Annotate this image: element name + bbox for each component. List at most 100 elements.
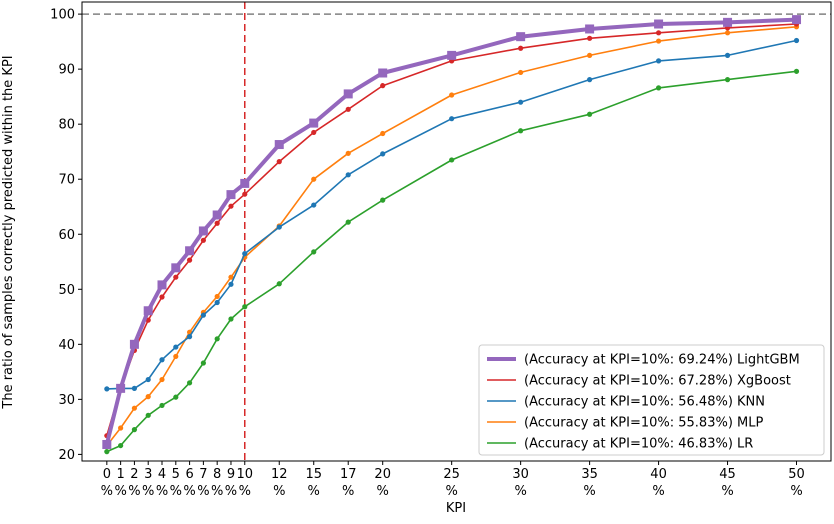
data-point-xgboost (311, 129, 317, 136)
x-tick-label-unit: % (583, 484, 595, 499)
data-point-lightgbm (309, 118, 319, 128)
data-point-mlp (449, 92, 455, 98)
legend-item: (Accuracy at KPI=10%: 69.24%) LightGBM (487, 353, 800, 368)
data-point-mlp (311, 176, 317, 182)
legend-item: (Accuracy at KPI=10%: 55.83%) MLP (487, 416, 763, 431)
x-tick-label-unit: % (342, 484, 354, 499)
legend-item: (Accuracy at KPI=10%: 46.83%) LR (487, 437, 753, 452)
data-point-mlp (214, 293, 220, 300)
series-knn (104, 37, 800, 392)
data-point-lr (131, 427, 138, 433)
data-point-knn (587, 77, 593, 83)
data-point-mlp (724, 30, 731, 36)
x-tick-label-unit: % (183, 484, 195, 499)
data-point-knn (242, 251, 248, 257)
y-tick-label: 70 (58, 173, 75, 188)
x-tick-label: 6 (185, 467, 193, 482)
series-lr (104, 68, 800, 455)
data-point-lr (345, 219, 351, 225)
data-point-lr (118, 442, 124, 449)
x-tick-label: 8 (213, 467, 221, 482)
x-tick-label: 1 (116, 467, 124, 482)
x-tick-label-unit: % (170, 484, 182, 499)
x-tick-label: 50 (788, 467, 805, 482)
data-point-knn (311, 202, 317, 208)
data-point-lr (173, 394, 179, 400)
x-tick-label: 15 (305, 467, 322, 482)
x-tick-label-unit: % (721, 484, 733, 499)
x-tick-label-unit: % (514, 484, 526, 499)
y-tick-label: 90 (58, 63, 75, 78)
x-tick-label-unit: % (101, 484, 113, 499)
data-point-mlp (159, 376, 165, 383)
data-point-mlp (655, 38, 662, 44)
data-point-lightgbm (274, 140, 284, 150)
data-point-mlp (228, 274, 234, 280)
data-point-lightgbm (198, 226, 208, 236)
data-point-lr (228, 316, 234, 322)
data-point-knn (186, 334, 193, 340)
data-point-knn (380, 151, 386, 157)
data-point-lightgbm (343, 89, 353, 99)
x-tick-label-unit: % (128, 484, 140, 499)
x-tick-label: 17 (340, 467, 357, 482)
y-tick-label: 50 (58, 283, 75, 298)
data-point-xgboost (200, 237, 206, 243)
data-point-xgboost (380, 83, 386, 89)
x-tick-label: 25 (443, 467, 460, 482)
data-point-xgboost (518, 45, 524, 51)
data-point-lightgbm (654, 19, 664, 29)
x-tick-label: 3 (144, 467, 152, 482)
y-tick-label: 60 (58, 228, 75, 243)
data-point-lr (276, 281, 282, 287)
x-tick-label-unit: % (225, 484, 237, 499)
x-tick-label: 0 (103, 467, 111, 482)
x-tick-label-unit: % (273, 484, 285, 499)
data-point-knn (145, 376, 151, 383)
x-tick-label: 40 (650, 467, 667, 482)
legend-item: (Accuracy at KPI=10%: 67.28%) XgBoost (487, 374, 791, 389)
legend-label: (Accuracy at KPI=10%: 69.24%) LightGBM (524, 353, 800, 368)
data-point-lr (793, 68, 800, 74)
legend-box (478, 344, 825, 456)
legend-item: (Accuracy at KPI=10%: 56.48%) KNN (487, 395, 765, 410)
legend-label: (Accuracy at KPI=10%: 46.83%) LR (524, 437, 753, 452)
x-axis: 0%1%2%3%4%5%6%7%8%9%10%12%15%17%20%25%30… (101, 461, 805, 499)
x-tick-label: 20 (374, 467, 391, 482)
x-tick-label: 30 (512, 467, 529, 482)
data-point-mlp (173, 353, 179, 360)
data-point-lr (186, 380, 193, 386)
data-point-xgboost (345, 106, 351, 112)
data-point-lr (655, 85, 662, 91)
x-tick-label: 35 (581, 467, 598, 482)
data-point-xgboost (276, 159, 282, 165)
legend-label: (Accuracy at KPI=10%: 67.28%) XgBoost (524, 374, 791, 389)
x-tick-label-unit: % (790, 484, 802, 499)
y-tick-label: 40 (58, 338, 75, 353)
data-point-lightgbm (171, 263, 181, 273)
data-point-knn (449, 116, 455, 122)
x-tick-label: 45 (719, 467, 736, 482)
series-lightgbm (102, 15, 802, 449)
data-point-lightgbm (585, 24, 595, 34)
data-point-lr (214, 336, 220, 342)
y-axis: 20 30 40 50 60 70 80 90 100 (50, 8, 82, 463)
data-point-lightgbm (516, 32, 526, 42)
series-layer (102, 15, 802, 455)
data-point-xgboost (228, 203, 234, 209)
reference-lines (82, 2, 831, 461)
x-tick-label: 4 (158, 467, 166, 482)
data-point-lr (200, 360, 206, 366)
y-tick-label: 100 (50, 8, 75, 23)
data-point-lightgbm (129, 339, 139, 349)
x-tick-label-unit: % (197, 484, 209, 499)
data-point-lightgbm (157, 280, 167, 290)
data-point-knn (793, 37, 800, 44)
x-tick-label: 10 (236, 467, 253, 482)
data-point-mlp (131, 405, 138, 411)
data-point-xgboost (655, 30, 662, 36)
data-point-lr (104, 449, 110, 455)
y-axis-label: The ratio of samples correctly predicted… (1, 55, 16, 409)
